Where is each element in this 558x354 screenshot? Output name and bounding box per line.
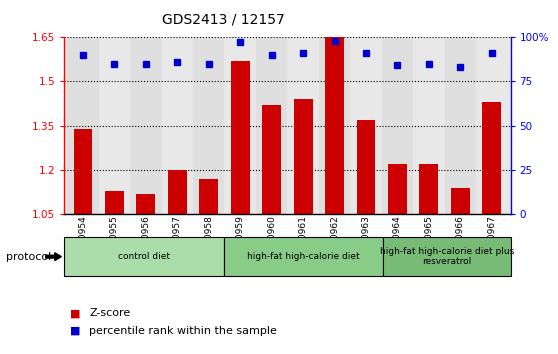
Bar <box>445 37 476 214</box>
Text: protocol: protocol <box>6 252 51 262</box>
Bar <box>319 37 350 214</box>
Bar <box>388 164 407 214</box>
Text: high-fat high-calorie diet: high-fat high-calorie diet <box>247 252 359 261</box>
Text: control diet: control diet <box>118 252 170 261</box>
Text: GDS2413 / 12157: GDS2413 / 12157 <box>162 12 285 27</box>
Bar <box>193 37 224 214</box>
Bar <box>162 37 193 214</box>
Text: ■: ■ <box>70 308 80 318</box>
Bar <box>130 37 162 214</box>
Text: high-fat high-calorie diet plus
resveratrol: high-fat high-calorie diet plus resverat… <box>379 247 514 266</box>
Bar <box>482 102 501 214</box>
Bar <box>256 37 287 214</box>
Bar <box>105 190 124 214</box>
Bar <box>294 99 312 214</box>
Text: Z-score: Z-score <box>89 308 131 318</box>
Bar <box>224 37 256 214</box>
Text: percentile rank within the sample: percentile rank within the sample <box>89 326 277 336</box>
Bar <box>325 37 344 214</box>
Bar <box>451 188 470 214</box>
Bar <box>413 37 445 214</box>
Bar <box>382 37 413 214</box>
Text: ■: ■ <box>70 326 80 336</box>
Bar <box>287 37 319 214</box>
Bar <box>231 61 249 214</box>
Bar <box>137 194 155 214</box>
Bar <box>476 37 507 214</box>
Bar <box>262 105 281 214</box>
Bar <box>168 170 187 214</box>
Bar <box>420 164 438 214</box>
Bar <box>350 37 382 214</box>
Bar <box>199 179 218 214</box>
Bar <box>99 37 130 214</box>
Bar <box>74 129 93 214</box>
Bar <box>68 37 99 214</box>
Bar <box>357 120 376 214</box>
